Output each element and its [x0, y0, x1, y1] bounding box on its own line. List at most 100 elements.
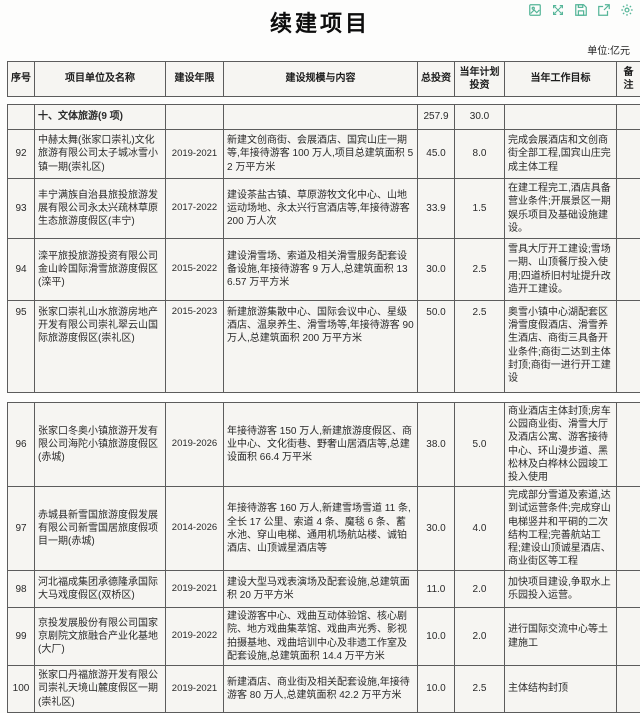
cell-name: 中赫太舞(张家口崇礼)文化旅游有限公司太子城冰雪小镇一期(崇礼区): [35, 130, 166, 179]
cell-remark: [617, 239, 640, 301]
image-icon[interactable]: [528, 3, 542, 17]
cell-name: 滦平旅投旅游投资有限公司金山岭国际滑雪旅游度假区(滦平): [35, 239, 166, 301]
cell-goal: 主体结构封顶: [505, 666, 617, 713]
cell-goal: 在建工程完工,酒店具备营业条件;开展景区一期娱乐项目及基础设施建设。: [505, 179, 617, 239]
cell-content: 新建旅游集散中心、国际会议中心、星级酒店、温泉养生、滑雪场等,年接待游客 90 …: [224, 301, 418, 393]
cell-num: 94: [8, 239, 35, 301]
cell-num: 95: [8, 301, 35, 393]
cell-years: 2015-2023: [166, 301, 224, 393]
fullscreen-icon[interactable]: [551, 3, 565, 17]
cell-name: 张家口冬奥小镇旅游开发有限公司海陀小镇旅游度假区(赤城): [35, 403, 166, 487]
cell-total: 30.0: [418, 487, 455, 571]
cell-name: 张家口崇礼山水旅游房地产开发有限公司崇礼翠云山国际旅游度假区(崇礼区): [35, 301, 166, 393]
cell-total: 45.0: [418, 130, 455, 179]
cell-remark: [617, 487, 640, 571]
cell-content: 新建文创商街、会展酒店、国宾山庄一期等,年接待游客 100 万人,项目总建筑面积…: [224, 130, 418, 179]
cell-planned: 1.5: [455, 179, 505, 239]
cell-remark: [617, 130, 640, 179]
cell-total: 257.9: [418, 105, 455, 130]
column-header: 项目单位及名称: [35, 62, 166, 97]
cell-remark: [617, 608, 640, 666]
cell-years: 2019-2026: [166, 403, 224, 487]
cell-content: 建设游客中心、戏曲互动体验馆、核心剧院、地方戏曲集萃馆、戏曲声光秀、影视拍摄基地…: [224, 608, 418, 666]
cell-years: 2019-2021: [166, 666, 224, 713]
cell-remark: [617, 403, 640, 487]
cell-years: 2019-2021: [166, 130, 224, 179]
cell-goal: 完成部分雪道及索道,达到试运营条件;完成穿山电梯竖井和平硐的二次结构工程;完善航…: [505, 487, 617, 571]
cell-remark: [617, 105, 640, 130]
cell-name: 河北福成集团承德隆承国际大马戏度假区(双桥区): [35, 571, 166, 608]
cell-total: 33.9: [418, 179, 455, 239]
settings-icon[interactable]: [620, 3, 634, 17]
cell-content: 新建酒店、商业街及相关配套设施,年接待游客 80 万人,总建筑面积 42.2 万…: [224, 666, 418, 713]
cell-years: 2017-2022: [166, 179, 224, 239]
cell-goal: 进行国际交流中心等土建施工: [505, 608, 617, 666]
column-header: 序号: [8, 62, 35, 97]
cell-content: 建设滑雪场、索道及相关滑雪服务配套设备设施,年接待游客 9 万人,总建筑面积 1…: [224, 239, 418, 301]
cell-remark: [617, 571, 640, 608]
cell-planned: 2.5: [455, 301, 505, 393]
cell-planned: 2.5: [455, 239, 505, 301]
table-header: 序号项目单位及名称建设年限建设规模与内容总投资当年计划投资当年工作目标备注: [7, 61, 640, 97]
save-icon[interactable]: [574, 3, 588, 17]
cell-name: 张家口丹福旅游开发有限公司崇礼天境山麓度假区一期(崇礼区): [35, 666, 166, 713]
cell-num: 96: [8, 403, 35, 487]
cell-remark: [617, 301, 640, 393]
cell-total: 38.0: [418, 403, 455, 487]
column-header: 建设年限: [166, 62, 224, 97]
column-header: 总投资: [418, 62, 455, 97]
cell-content: [224, 105, 418, 130]
cell-years: 2014-2026: [166, 487, 224, 571]
cell-remark: [617, 179, 640, 239]
cell-num: 92: [8, 130, 35, 179]
cell-name: 赤城县新雪国旅游度假发展有限公司新雪国居旅度假项目一期(赤城): [35, 487, 166, 571]
cell-total: 10.0: [418, 666, 455, 713]
cell-goal: 加快项目建设,争取水上乐园投入运营。: [505, 571, 617, 608]
cell-total: 50.0: [418, 301, 455, 393]
cell-goal: 奥雪小镇中心湖配套区滑雪度假酒店、滑雪养生酒店、商街三具备开业条件;商街二达到主…: [505, 301, 617, 393]
cell-years: 2015-2022: [166, 239, 224, 301]
cell-num: 99: [8, 608, 35, 666]
cell-planned: 30.0: [455, 105, 505, 130]
cell-name: 京投发展股份有限公司国家京剧院文旅融合产业化基地(大厂): [35, 608, 166, 666]
cell-num: [8, 105, 35, 130]
cell-remark: [617, 666, 640, 713]
cell-years: 2019-2022: [166, 608, 224, 666]
cell-planned: 2.0: [455, 571, 505, 608]
cell-planned: 8.0: [455, 130, 505, 179]
cell-content: 年接待游客 160 万人,新建雪场雪道 11 条,全长 17 公里、索道 4 条…: [224, 487, 418, 571]
cell-total: 11.0: [418, 571, 455, 608]
cell-planned: 2.0: [455, 608, 505, 666]
cell-total: 30.0: [418, 239, 455, 301]
cell-num: 100: [8, 666, 35, 713]
cell-planned: 2.5: [455, 666, 505, 713]
cell-goal: 雪具大厅开工建设;雪场一期、山顶餐厅投入使用;四道桥旧村址提升改造开工建设。: [505, 239, 617, 301]
column-header: 备注: [617, 62, 640, 97]
cell-content: 年接待游客 150 万人,新建旅游度假区、商业中心、文化街巷、野奢山居酒店等,总…: [224, 403, 418, 487]
header-row: 序号项目单位及名称建设年限建设规模与内容总投资当年计划投资当年工作目标备注: [8, 62, 640, 97]
cell-num: 97: [8, 487, 35, 571]
cell-planned: 4.0: [455, 487, 505, 571]
share-icon[interactable]: [597, 3, 611, 17]
column-header: 建设规模与内容: [224, 62, 418, 97]
cell-years: [166, 105, 224, 130]
column-header: 当年计划投资: [455, 62, 505, 97]
cell-name: 十、文体旅游(9 项): [35, 105, 166, 130]
cell-content: 建设大型马戏表演场及配套设施,总建筑面积 20 万平方米: [224, 571, 418, 608]
viewer-toolbar: [528, 3, 634, 17]
cell-num: 98: [8, 571, 35, 608]
cell-planned: 5.0: [455, 403, 505, 487]
cell-total: 10.0: [418, 608, 455, 666]
